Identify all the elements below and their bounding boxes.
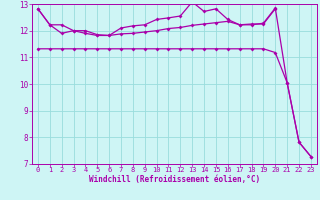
X-axis label: Windchill (Refroidissement éolien,°C): Windchill (Refroidissement éolien,°C) (89, 175, 260, 184)
